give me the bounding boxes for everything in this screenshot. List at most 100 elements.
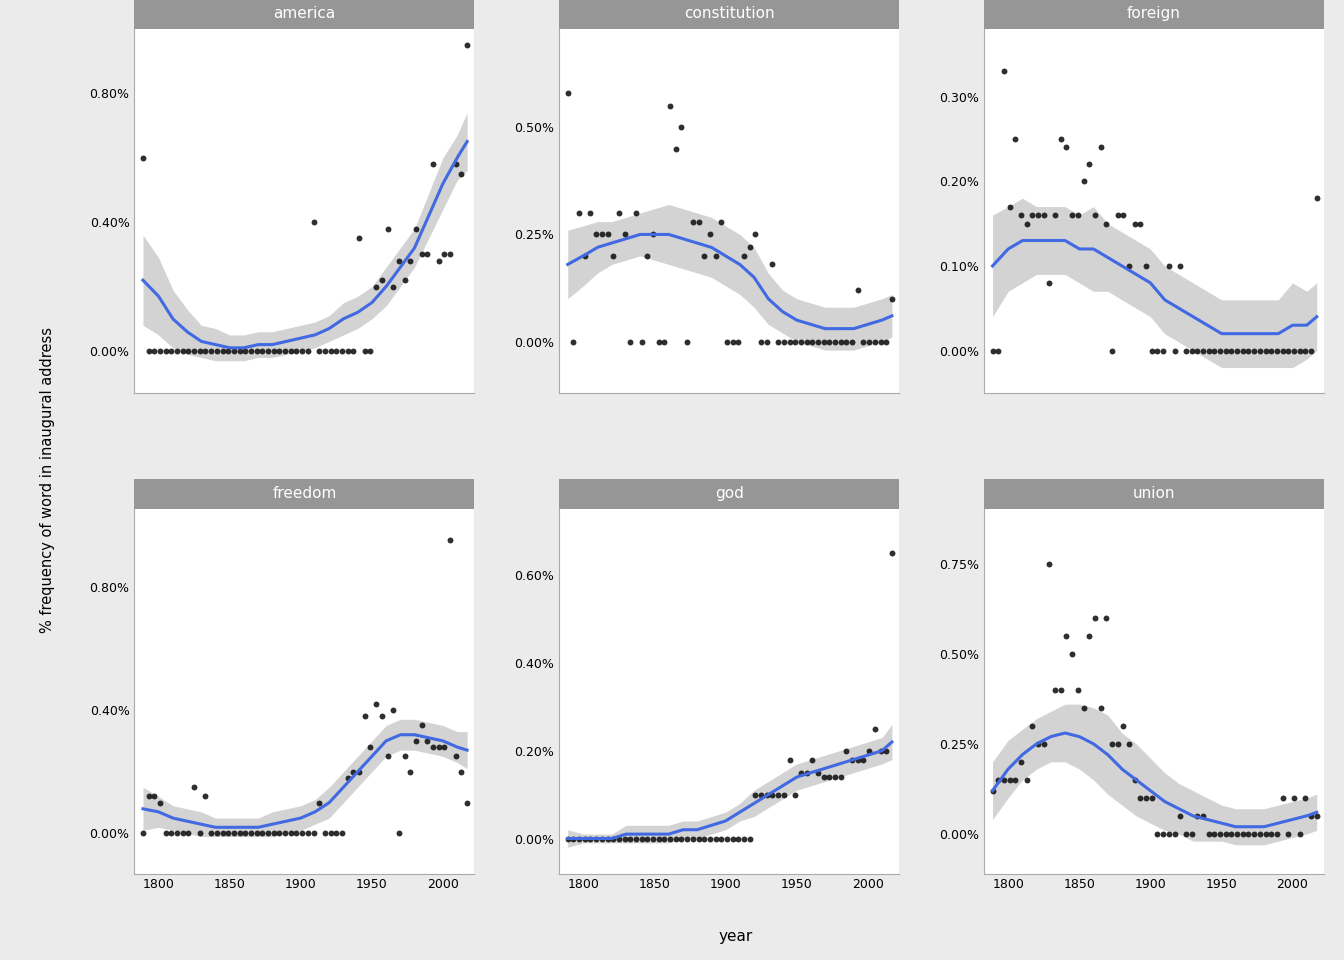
Point (206, 344, 227, 359)
Point (1238, 343, 1259, 358)
Point (183, 344, 204, 359)
Point (1278, 343, 1300, 358)
Point (859, 743, 880, 758)
Text: freedom: freedom (271, 487, 336, 501)
Point (1044, 682, 1066, 697)
Point (257, 826, 278, 841)
Point (801, 334, 823, 349)
Point (1164, 827, 1185, 842)
Point (614, 830, 636, 846)
Point (831, 334, 852, 349)
Point (864, 334, 886, 349)
Point (405, 733, 426, 749)
Point (1124, 772, 1145, 787)
Point (852, 334, 874, 349)
Point (1011, 207, 1032, 223)
Text: constitution: constitution (684, 6, 774, 21)
Point (563, 830, 585, 846)
Point (694, 830, 715, 846)
Point (337, 770, 359, 785)
Point (569, 830, 590, 846)
Point (704, 249, 726, 264)
Point (1130, 216, 1152, 231)
Point (630, 830, 652, 846)
Point (648, 334, 669, 349)
Point (1243, 343, 1265, 358)
Point (172, 344, 194, 359)
Point (320, 826, 341, 841)
Point (981, 343, 1003, 358)
Point (1243, 827, 1265, 842)
Point (320, 344, 341, 359)
Point (360, 739, 382, 755)
Point (1175, 827, 1196, 842)
Point (1067, 682, 1089, 697)
Point (847, 752, 868, 767)
Point (739, 830, 761, 846)
Point (411, 718, 433, 733)
Point (297, 344, 319, 359)
Point (394, 749, 415, 764)
Point (999, 199, 1020, 214)
Point (1204, 827, 1226, 842)
Point (1249, 827, 1270, 842)
Point (1187, 808, 1208, 824)
Point (1289, 343, 1310, 358)
Point (1220, 343, 1242, 358)
Point (1226, 827, 1247, 842)
Point (1090, 700, 1111, 715)
Point (383, 279, 405, 295)
Point (144, 344, 165, 359)
Point (773, 334, 794, 349)
Point (190, 344, 211, 359)
Point (1039, 556, 1060, 571)
Bar (984, 478, 1324, 510)
Point (767, 334, 789, 349)
Point (745, 787, 766, 803)
Bar (134, 478, 474, 510)
Point (1266, 343, 1288, 358)
Point (1141, 790, 1163, 805)
Point (348, 764, 370, 780)
Point (263, 344, 285, 359)
Point (875, 743, 896, 758)
Point (161, 826, 183, 841)
Point (864, 721, 886, 736)
Point (1261, 343, 1282, 358)
Point (1238, 827, 1259, 842)
Point (200, 344, 222, 359)
Point (563, 334, 585, 349)
Point (841, 334, 863, 349)
Point (1284, 343, 1305, 358)
Point (683, 214, 704, 229)
Point (653, 334, 675, 349)
Point (882, 545, 903, 561)
Point (1039, 276, 1060, 291)
Point (734, 830, 755, 846)
Point (228, 826, 250, 841)
Point (767, 787, 789, 803)
Point (614, 227, 636, 242)
Point (625, 205, 646, 221)
Point (422, 156, 444, 172)
Point (1271, 343, 1293, 358)
Point (1210, 343, 1231, 358)
Point (177, 826, 199, 841)
Point (716, 830, 738, 846)
Point (1294, 343, 1316, 358)
Point (597, 227, 618, 242)
Point (1181, 343, 1203, 358)
Point (625, 830, 646, 846)
Point (195, 789, 216, 804)
Point (223, 344, 245, 359)
Point (274, 826, 296, 841)
Point (1289, 827, 1310, 842)
Point (241, 344, 262, 359)
Point (597, 830, 618, 846)
Point (1113, 718, 1134, 733)
Point (1249, 343, 1270, 358)
Point (269, 826, 290, 841)
Point (556, 85, 578, 101)
Point (660, 98, 681, 113)
Point (988, 772, 1009, 787)
